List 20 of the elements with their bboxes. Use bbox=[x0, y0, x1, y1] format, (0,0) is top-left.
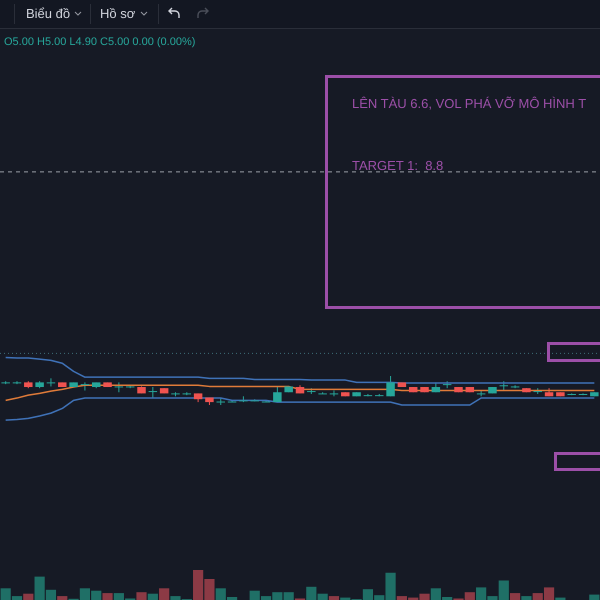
candlestick bbox=[386, 376, 395, 397]
bar bbox=[510, 593, 520, 600]
bar bbox=[57, 596, 68, 600]
candlestick bbox=[148, 386, 158, 398]
text: O5.00 H5.00 L4.90 C5.00 0.00 (0.00%) bbox=[4, 36, 196, 48]
bar bbox=[102, 593, 113, 600]
bar bbox=[136, 592, 147, 600]
bar bbox=[589, 594, 600, 600]
candlestick bbox=[273, 386, 282, 403]
bar bbox=[23, 594, 34, 600]
bar bbox=[328, 596, 340, 600]
bar bbox=[159, 588, 170, 600]
text: Biểu đồ bbox=[26, 6, 70, 21]
text: TARGET 1: 8.8 bbox=[352, 158, 444, 173]
text: LÊN TÀU 6.6, VOL PHÁ VỠ MÔ HÌNH T bbox=[352, 96, 586, 111]
bar bbox=[521, 596, 532, 600]
text: Hồ sơ bbox=[100, 6, 136, 21]
candlestick bbox=[500, 380, 508, 391]
candlestick bbox=[114, 382, 124, 393]
bar bbox=[148, 594, 158, 600]
